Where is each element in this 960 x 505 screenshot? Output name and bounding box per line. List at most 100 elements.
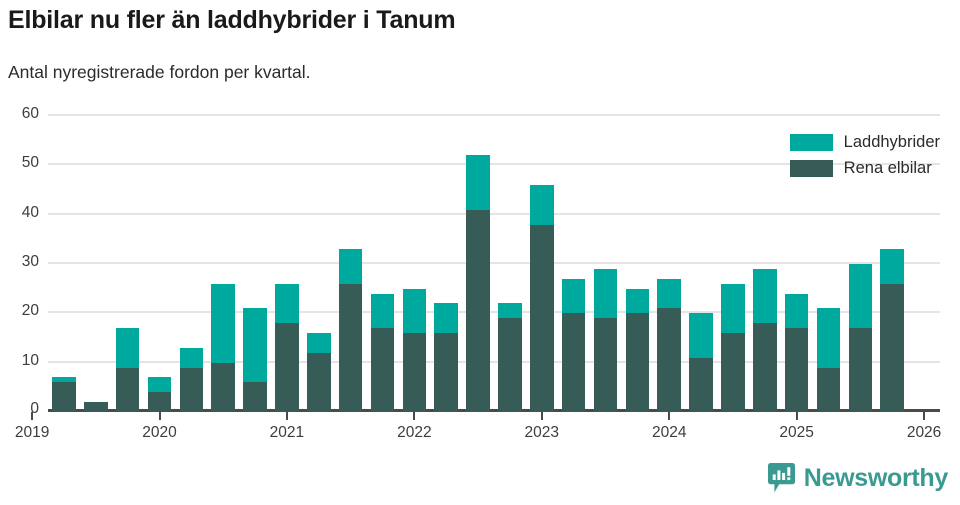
- chart-legend: Laddhybrider Rena elbilar: [789, 133, 940, 178]
- gridline-30: 30: [22, 253, 940, 270]
- bar[interactable]: [880, 249, 904, 412]
- gridline-0: 0: [30, 400, 940, 417]
- bar-segment-laddhybrider: [434, 303, 458, 334]
- bar[interactable]: [816, 308, 841, 412]
- bar[interactable]: [593, 268, 618, 412]
- x-axis-tick-label: 2026: [906, 424, 942, 441]
- chart-subtitle: Antal nyregistrerade fordon per kvartal.: [8, 62, 311, 82]
- bar[interactable]: [402, 288, 427, 412]
- bar-chart-speech-bubble-icon: [767, 463, 795, 493]
- bar[interactable]: [625, 288, 650, 412]
- x-axis-tick-label: 2020: [142, 424, 177, 441]
- legend-swatch-laddhybrider: [789, 134, 833, 151]
- legend-item-laddhybrider[interactable]: Laddhybrider: [789, 133, 940, 152]
- bar[interactable]: [211, 283, 235, 412]
- newsworthy-logo[interactable]: Newsworthy: [767, 463, 949, 493]
- bar-segment-laddhybrider: [721, 283, 745, 334]
- bar[interactable]: [147, 377, 172, 412]
- bar[interactable]: [466, 155, 490, 412]
- bar-segment-rena-elbilar: [147, 392, 172, 412]
- y-axis-tick-label: 0: [30, 400, 39, 417]
- bar[interactable]: [83, 402, 108, 412]
- x-axis-tick-mark: [540, 412, 543, 420]
- bar-segment-rena-elbilar: [179, 367, 204, 412]
- bar[interactable]: [434, 303, 458, 412]
- bar-segment-rena-elbilar: [52, 382, 76, 412]
- bar[interactable]: [752, 268, 777, 412]
- bar-segment-laddhybrider: [784, 293, 809, 329]
- x-axis-tick-mark: [413, 412, 416, 420]
- bar-segment-laddhybrider: [179, 347, 204, 368]
- bar[interactable]: [275, 283, 299, 412]
- bar-segment-rena-elbilar: [275, 323, 299, 412]
- bar-segment-laddhybrider: [115, 328, 140, 368]
- x-axis-tick-label: 2023: [524, 424, 560, 441]
- bar[interactable]: [498, 303, 522, 412]
- bar-segment-rena-elbilar: [625, 313, 650, 412]
- bar-segment-laddhybrider: [211, 283, 235, 363]
- bar[interactable]: [179, 347, 204, 412]
- bar-segment-rena-elbilar: [338, 283, 363, 412]
- x-axis-tick-mark: [795, 412, 798, 420]
- bar[interactable]: [561, 278, 586, 412]
- bar-segment-rena-elbilar: [721, 333, 745, 412]
- bar-segment-rena-elbilar: [529, 224, 554, 412]
- bar[interactable]: [784, 293, 809, 412]
- bar-segment-rena-elbilar: [848, 328, 873, 412]
- bar-segment-laddhybrider: [816, 308, 841, 368]
- gridline-10: 10: [22, 352, 940, 369]
- bar[interactable]: [338, 249, 363, 412]
- bar-segment-rena-elbilar: [83, 402, 108, 412]
- bar-segment-rena-elbilar: [370, 328, 395, 412]
- gridline-50: 50: [22, 154, 940, 171]
- bar-segment-laddhybrider: [370, 293, 395, 329]
- bar[interactable]: [657, 278, 681, 412]
- bar-segment-rena-elbilar: [880, 283, 904, 412]
- bar-segment-rena-elbilar: [115, 367, 140, 412]
- bar[interactable]: [529, 185, 554, 412]
- chart-title: Elbilar nu fler än laddhybrider i Tanum: [8, 6, 456, 34]
- y-axis-tick-label: 50: [21, 154, 39, 172]
- bar-segment-laddhybrider: [529, 185, 554, 225]
- logo-wordmark: Newsworthy: [803, 463, 949, 492]
- bar-segment-rena-elbilar: [752, 323, 777, 412]
- x-axis-tick-label: 2025: [779, 424, 814, 441]
- bar-segment-laddhybrider: [338, 249, 363, 284]
- plot-area: 0 10 20 30 40 50 60: [22, 105, 940, 417]
- bar[interactable]: [52, 377, 76, 412]
- legend-item-rena-elbilar[interactable]: Rena elbilar: [789, 159, 940, 178]
- gridline-40: 40: [22, 204, 940, 221]
- bar-segment-laddhybrider: [625, 288, 650, 314]
- y-axis-tick-label: 60: [21, 105, 39, 122]
- y-axis-tick-label: 20: [21, 302, 39, 320]
- bar[interactable]: [370, 293, 395, 412]
- bar-segment-laddhybrider: [243, 308, 267, 383]
- bar-series-group: [48, 116, 940, 412]
- bar-segment-rena-elbilar: [784, 328, 809, 412]
- bar[interactable]: [306, 333, 331, 412]
- bar[interactable]: [115, 328, 140, 412]
- legend-label-rena-elbilar: Rena elbilar: [843, 159, 932, 177]
- x-axis-tick-label: 2022: [397, 424, 432, 441]
- bar-segment-rena-elbilar: [466, 209, 490, 412]
- x-axis-tick-mark: [31, 412, 34, 420]
- bar-segment-laddhybrider: [657, 278, 681, 309]
- bar-segment-rena-elbilar: [243, 382, 267, 412]
- bar-segment-laddhybrider: [402, 288, 427, 334]
- bar-segment-rena-elbilar: [593, 318, 618, 412]
- bar-segment-laddhybrider: [498, 303, 522, 319]
- gridline-60: 60: [22, 105, 940, 122]
- bar-segment-laddhybrider: [848, 264, 873, 329]
- x-axis-tick-mark: [923, 412, 926, 420]
- x-axis-tick-mark: [285, 412, 288, 420]
- bar[interactable]: [243, 308, 267, 412]
- y-axis-tick-label: 40: [21, 203, 39, 221]
- bar-segment-rena-elbilar: [657, 308, 681, 412]
- bar-segment-rena-elbilar: [211, 362, 235, 412]
- x-axis-tick-label: 2024: [651, 424, 687, 441]
- gridline-20: 20: [22, 302, 940, 319]
- bar[interactable]: [848, 264, 873, 412]
- bar[interactable]: [721, 283, 745, 412]
- bar[interactable]: [689, 313, 713, 412]
- bar-segment-rena-elbilar: [561, 313, 586, 412]
